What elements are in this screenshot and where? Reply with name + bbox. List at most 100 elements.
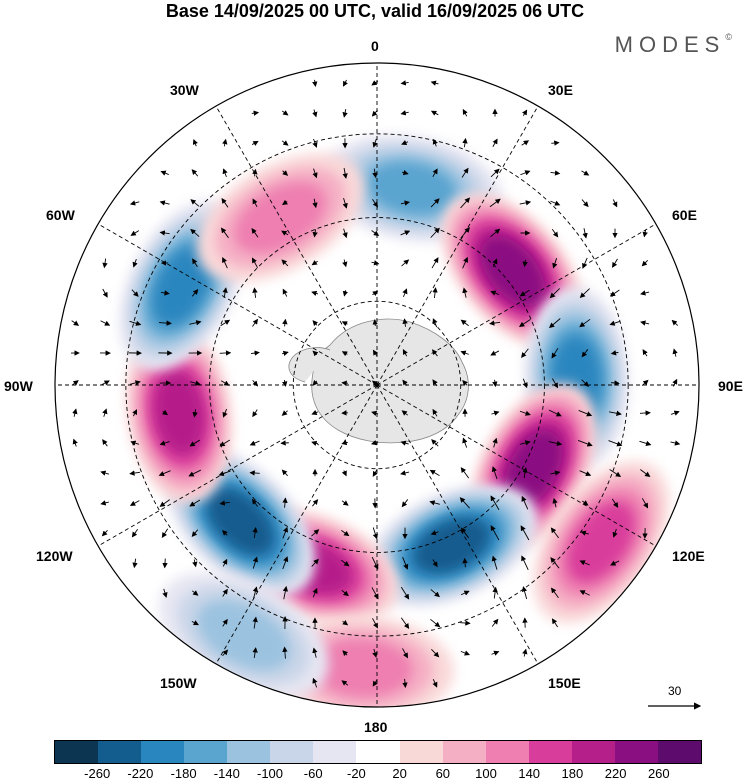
wind-arrow bbox=[402, 648, 408, 659]
wind-arrow bbox=[342, 259, 348, 268]
wind-arrow bbox=[249, 470, 260, 476]
wind-arrow bbox=[192, 409, 198, 418]
lon-label-150e: 150E bbox=[548, 675, 581, 691]
meridian-line bbox=[376, 223, 657, 386]
lon-label-150w: 150W bbox=[160, 675, 197, 691]
wind-arrow bbox=[222, 168, 228, 178]
lon-label-0: 0 bbox=[371, 38, 379, 54]
colorbar-tick-label: -140 bbox=[213, 766, 240, 781]
polar-stereographic-map bbox=[54, 62, 702, 710]
wind-arrow bbox=[462, 256, 469, 269]
wind-arrow bbox=[520, 440, 531, 446]
wind-arrow bbox=[460, 527, 469, 539]
meridian-line bbox=[97, 384, 378, 547]
wind-arrow bbox=[192, 559, 198, 568]
wind-arrow bbox=[610, 560, 620, 566]
wind-arrow bbox=[131, 289, 139, 297]
wind-arrow bbox=[312, 587, 318, 598]
anomaly-contour bbox=[505, 430, 562, 506]
wind-arrow bbox=[372, 469, 378, 477]
wind-arrow bbox=[521, 348, 529, 358]
wind-arrow bbox=[579, 590, 590, 596]
wind-arrow bbox=[431, 648, 440, 658]
wind-arrow bbox=[430, 110, 439, 116]
wind-arrow bbox=[492, 586, 498, 599]
wind-arrow bbox=[581, 500, 589, 506]
wind-arrow bbox=[582, 257, 588, 269]
wind-arrow bbox=[372, 527, 378, 540]
lon-label-120e: 120E bbox=[672, 548, 705, 564]
wind-arrow bbox=[641, 259, 649, 267]
wind-arrow bbox=[252, 409, 258, 418]
wind-arrow bbox=[341, 680, 349, 686]
wind-arrow bbox=[492, 379, 498, 388]
wind-arrow bbox=[281, 140, 289, 146]
wind-arrow bbox=[400, 617, 410, 629]
wind-arrow bbox=[341, 321, 348, 327]
wind-arrow bbox=[551, 347, 559, 359]
wind-arrow bbox=[490, 228, 501, 238]
wind-arrow bbox=[222, 257, 228, 269]
wind-arrow bbox=[611, 498, 619, 508]
wind-arrow bbox=[100, 470, 110, 476]
wind-arrow bbox=[132, 409, 138, 417]
wind-arrow bbox=[401, 140, 409, 146]
wind-arrow bbox=[159, 200, 170, 206]
anomaly-contour bbox=[481, 236, 545, 306]
wind-arrow bbox=[610, 350, 619, 356]
wind-arrow bbox=[312, 499, 319, 507]
colorbar-swatch bbox=[227, 741, 271, 763]
wind-arrow bbox=[400, 230, 411, 236]
wind-arrow bbox=[491, 618, 499, 627]
wind-arrow bbox=[281, 350, 289, 356]
wind-arrow bbox=[552, 258, 558, 269]
wind-arrow bbox=[188, 469, 202, 477]
wind-arrow bbox=[282, 526, 289, 539]
colorbar-tick-label: 220 bbox=[604, 766, 627, 781]
wind-arrow bbox=[431, 349, 438, 357]
wind-arrow bbox=[430, 589, 440, 598]
wind-arrow bbox=[522, 109, 528, 117]
wind-arrow bbox=[191, 289, 199, 297]
colorbar-tick-label: -260 bbox=[84, 766, 111, 781]
wind-arrow bbox=[252, 616, 258, 629]
wind-arrow bbox=[462, 108, 468, 117]
wind-arrow bbox=[342, 290, 349, 297]
wind-arrow bbox=[551, 228, 559, 238]
wind-arrow bbox=[312, 229, 318, 238]
wind-arrow bbox=[312, 198, 318, 209]
wind-arrow bbox=[430, 198, 440, 208]
wind-arrow bbox=[519, 289, 530, 297]
wind-arrow bbox=[343, 79, 348, 87]
wind-arrow bbox=[251, 257, 258, 269]
wind-arrow bbox=[342, 167, 348, 179]
wind-arrow bbox=[311, 260, 318, 266]
wind-arrow bbox=[402, 556, 409, 570]
wind-arrow bbox=[432, 287, 438, 299]
wind-arrow bbox=[190, 228, 200, 237]
wind-arrow bbox=[311, 290, 319, 297]
wind-arrow bbox=[312, 168, 318, 179]
wind-arrow bbox=[102, 439, 108, 447]
wind-arrow bbox=[460, 650, 470, 656]
wind-arrow bbox=[431, 439, 439, 447]
wind-arrow bbox=[341, 500, 349, 506]
wind-arrow bbox=[281, 469, 288, 477]
wind-arrow bbox=[402, 349, 408, 357]
wind-arrow bbox=[460, 350, 469, 356]
wind-arrow bbox=[432, 408, 438, 417]
wind-arrow bbox=[520, 525, 530, 541]
colorbar-swatch bbox=[442, 741, 486, 763]
wind-arrow bbox=[519, 200, 532, 206]
wind-arrow bbox=[341, 559, 350, 567]
latitude-circle bbox=[292, 300, 462, 470]
wind-arrow bbox=[191, 529, 199, 537]
wind-arrow bbox=[521, 555, 529, 571]
colorbar-tick-label: 20 bbox=[392, 766, 407, 781]
wind-arrow bbox=[612, 258, 618, 268]
colorbar-tick-label: 100 bbox=[475, 766, 497, 781]
wind-arrow bbox=[609, 289, 620, 297]
wind-arrow bbox=[341, 470, 347, 477]
lon-label-90w: 90W bbox=[4, 378, 33, 394]
wind-arrow bbox=[191, 169, 199, 177]
